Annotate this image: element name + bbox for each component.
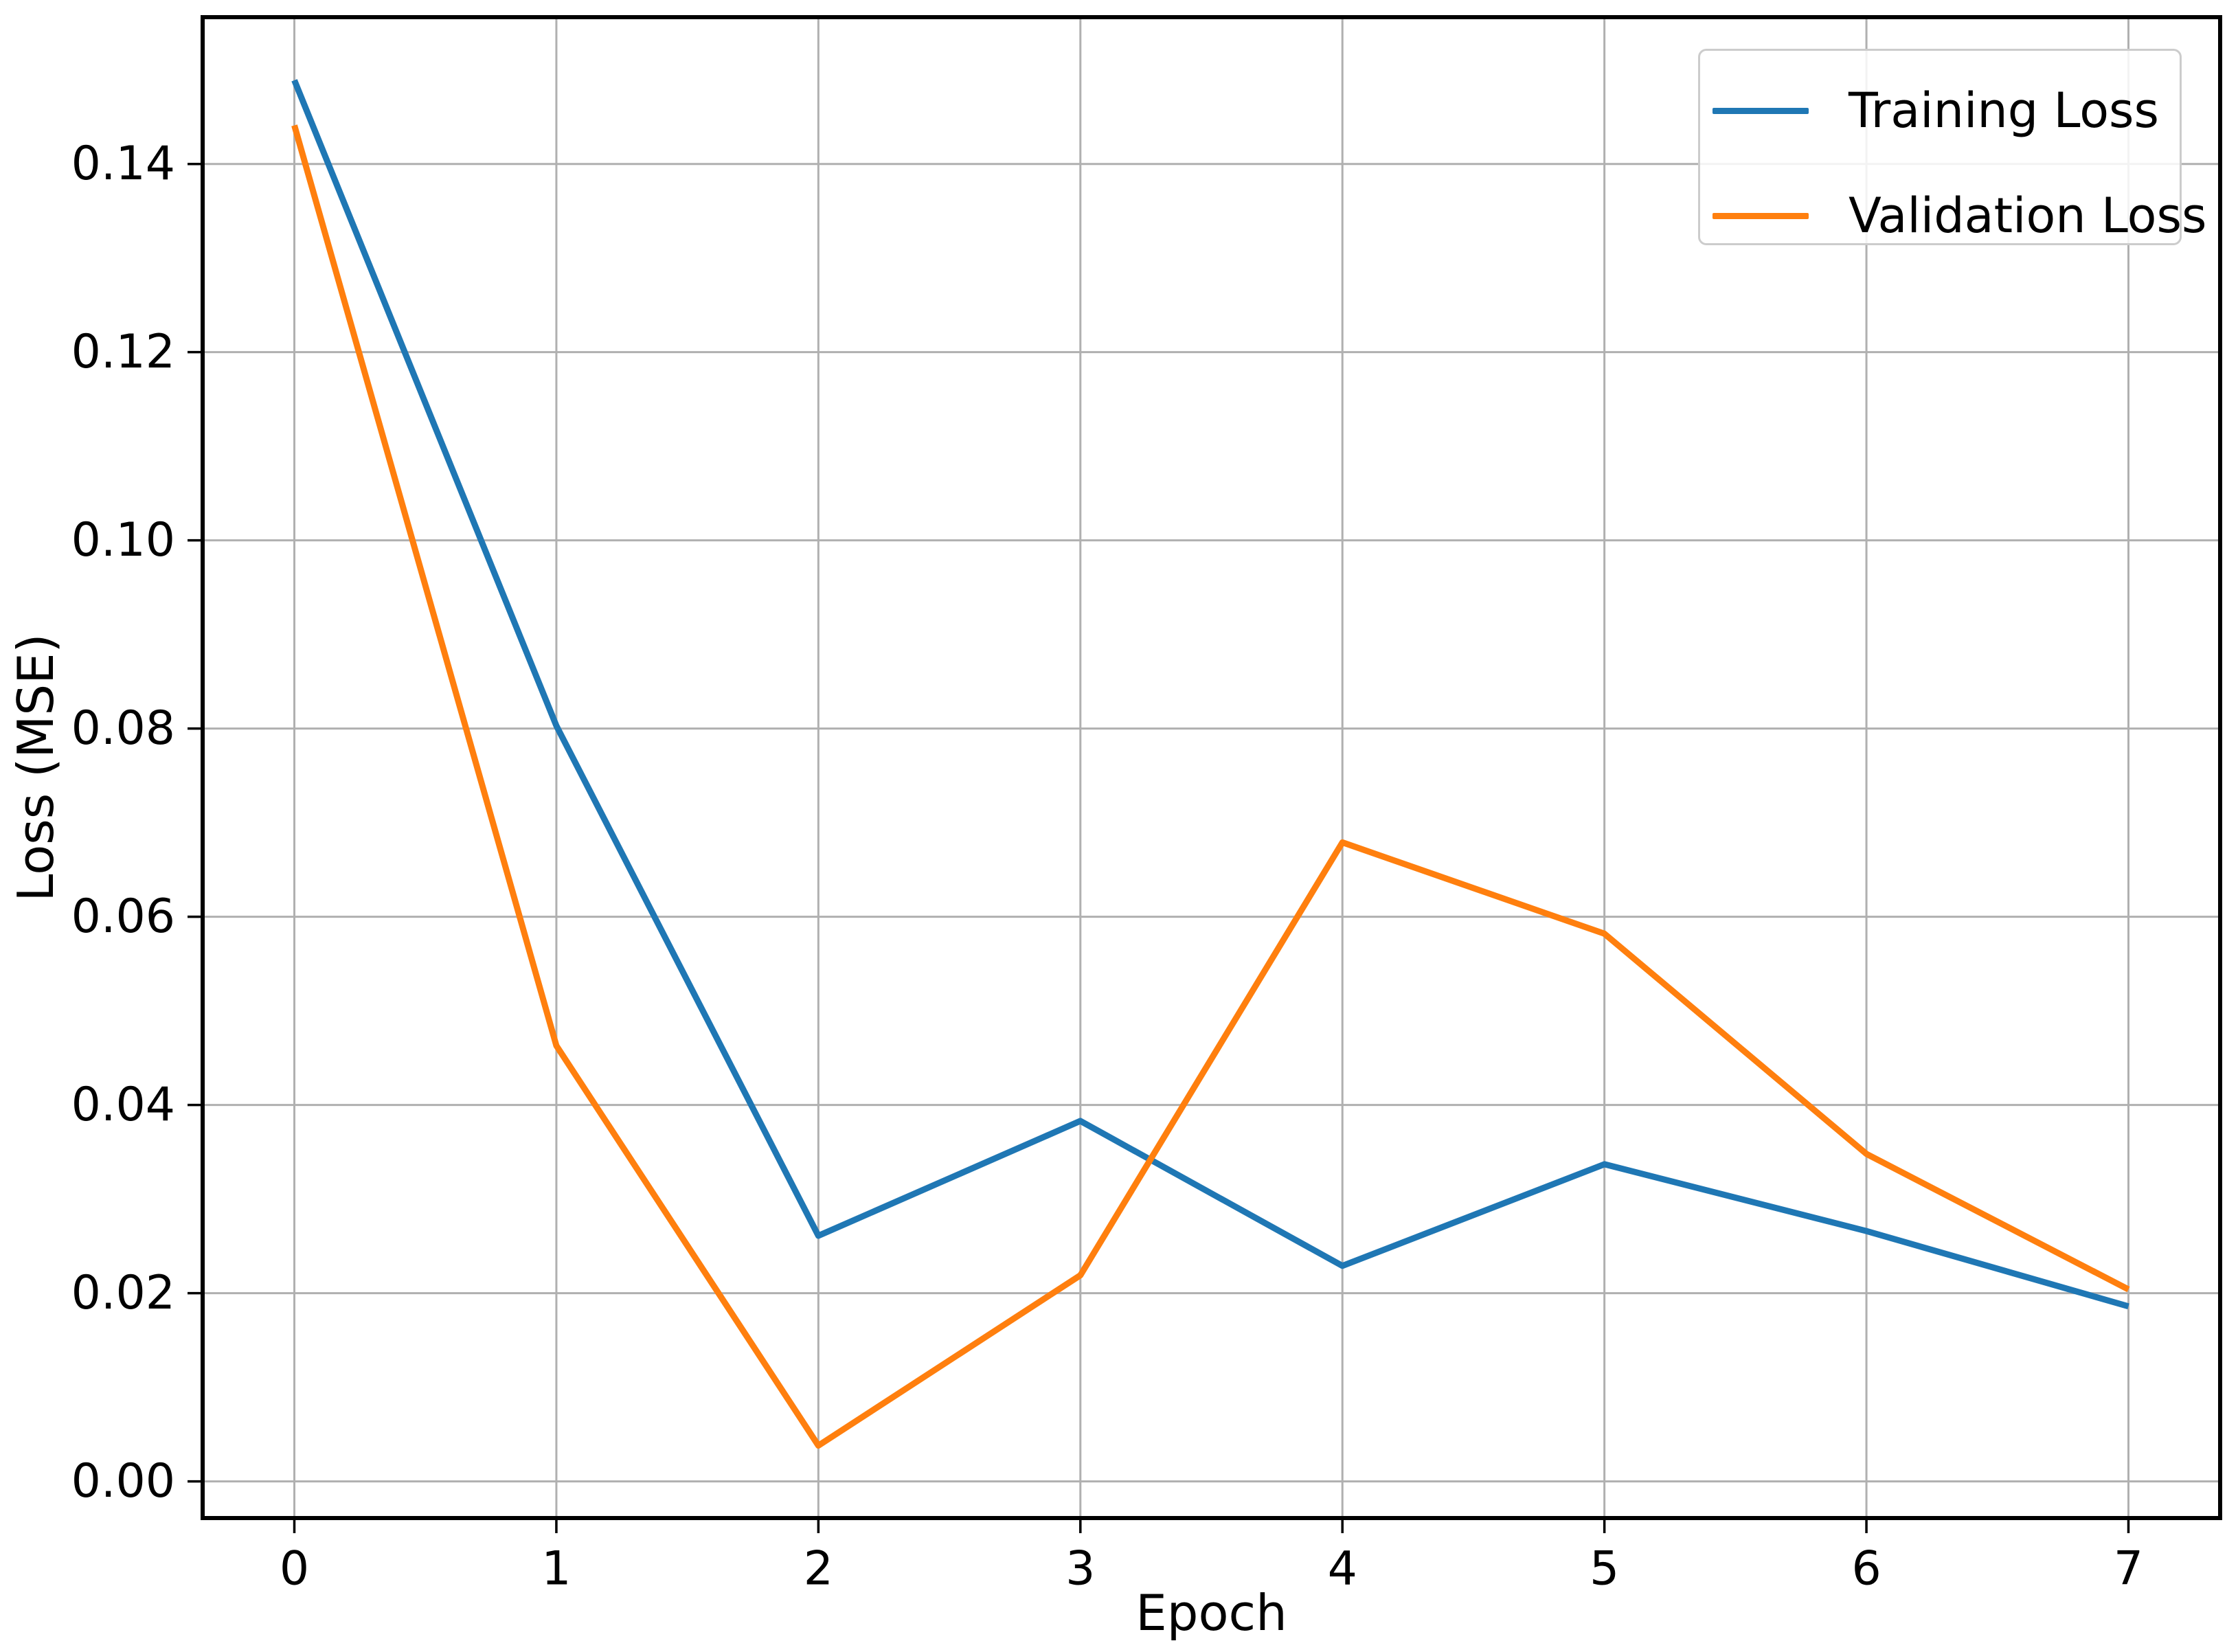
legend-label-training: Training Loss [1849,82,2159,139]
x-tick-label: 3 [1065,1542,1095,1596]
y-tick-label: 0.04 [71,1078,175,1132]
y-tick-label: 0.14 [71,137,175,191]
x-tick-label: 6 [1851,1542,1881,1596]
y-tick-label: 0.06 [71,890,175,944]
training-loss-curve [291,79,2129,1310]
x-tick-label: 5 [1590,1542,1619,1596]
x-tick-label: 4 [1328,1542,1357,1596]
training-loss-line-sample [1713,107,1809,114]
x-axis-label: Epoch [1135,1584,1287,1642]
x-tick-label: 2 [804,1542,833,1596]
axes-frame [201,15,2222,1520]
y-tick-label: 0.02 [71,1266,175,1320]
y-tick-label: 0.10 [71,513,175,567]
legend-item-validation: Validation Loss [1713,181,2206,250]
x-tick-label: 7 [2114,1542,2143,1596]
y-tick-label: 0.12 [71,325,175,379]
y-axis-label: Loss (MSE) [7,633,65,901]
y-tick-label: 0.08 [71,701,175,756]
x-tick-label: 0 [280,1542,309,1596]
validation-loss-curve [291,124,2130,1449]
validation-loss-line-sample [1713,212,1809,219]
legend-item-training: Training Loss [1713,76,2173,145]
legend: Training Loss Validation Loss [1698,49,2206,245]
y-tick-label: 0.00 [71,1454,175,1508]
x-tick-label: 1 [541,1542,571,1596]
legend-label-validation: Validation Loss [1849,188,2207,244]
